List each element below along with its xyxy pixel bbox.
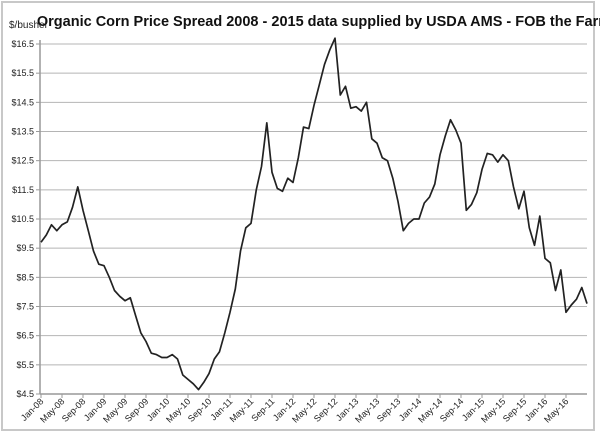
y-tick-label: $7.5 [16,302,34,312]
x-tick-label: Sep-12 [312,396,340,424]
series-group [40,37,588,391]
y-tick-label: $6.5 [16,331,34,341]
x-tick-label: Sep-14 [438,396,466,424]
y-tick-label: $11.5 [12,185,34,195]
x-tick-label: Sep-08 [60,396,88,424]
y-tick-label: $5.5 [16,360,34,370]
chart-title: Organic Corn Price Spread 2008 - 2015 da… [37,14,600,30]
x-tick-label: Sep-09 [123,396,151,424]
x-tick-label: May-11 [228,396,256,424]
y-axis-label: $/bushel [9,20,47,31]
y-tick-label: $13.5 [11,127,34,137]
x-tick-label: Sep-15 [501,396,529,424]
y-tick-label: $4.5 [16,389,34,399]
y-tick-labels: $4.5 $5.5 $6.5 $7.5 $8.5 $9.5 $10.5 $11.5 $12.5 $… [11,39,34,399]
x-tick-label: Sep-10 [186,396,214,424]
y-tick-label: $15.5 [11,68,34,78]
y-tick-label: $12.5 [11,156,34,166]
y-tick-label: $14.5 [11,97,34,107]
price-line [40,37,588,391]
y-tick-label: $8.5 [16,272,34,282]
y-tick-label: $9.5 [16,243,34,253]
y-tick-label: $10.5 [11,214,34,224]
x-tick-label: Sep-11 [249,396,276,423]
x-tick-label: Sep-13 [375,396,403,424]
gridlines [36,40,587,395]
x-tick-labels: Jan-08May-08Sep-08Jan-09May-09Sep-09Jan-… [19,394,570,425]
y-tick-label: $16.5 [11,39,34,49]
